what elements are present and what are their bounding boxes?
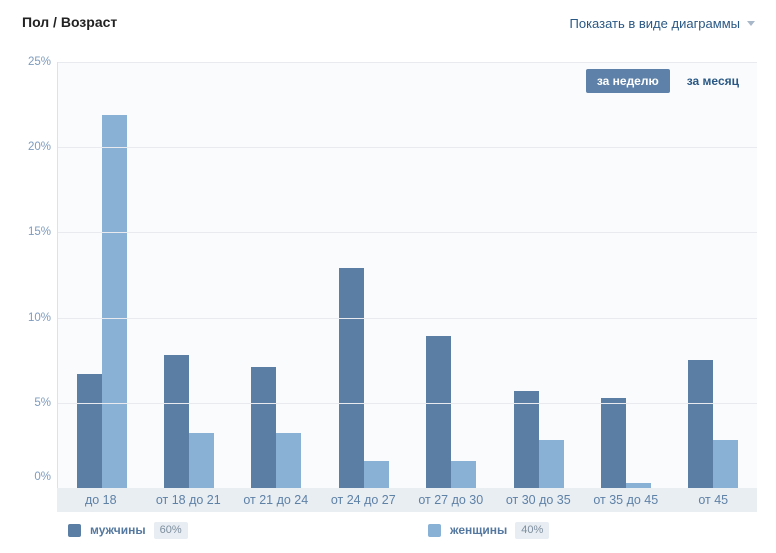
period-tab-month[interactable]: за месяц — [686, 74, 739, 88]
bar-group — [145, 62, 232, 488]
bar-male — [251, 367, 277, 488]
bars-row — [58, 62, 757, 488]
page-title: Пол / Возраст — [22, 14, 118, 30]
legend-label: мужчины — [90, 523, 146, 537]
y-tick-label: 15% — [27, 226, 51, 239]
bar-female — [625, 482, 651, 488]
category-label: от 27 до 30 — [418, 493, 484, 507]
gridline — [58, 317, 757, 319]
category-label: от 30 до 35 — [505, 493, 571, 507]
bar-male — [600, 397, 626, 488]
bar-group — [582, 62, 669, 488]
legend-label: женщины — [450, 523, 508, 537]
legend-item-female: женщины 40% — [428, 521, 550, 539]
bar-female — [363, 460, 389, 488]
gridline — [58, 62, 757, 63]
x-axis-strip: до 18 от 18 до 21 от 21 до 24 от 24 до 27 от… — [57, 488, 757, 512]
period-tab-week[interactable]: за неделю — [585, 69, 670, 93]
y-tick-label: 25% — [27, 56, 51, 68]
bar-group — [320, 62, 407, 488]
legend-swatch — [428, 523, 441, 537]
legend-swatch — [68, 523, 81, 537]
plot-area: за неделю за месяц — [57, 62, 757, 488]
category-label: от 45 — [698, 493, 729, 507]
gridline — [58, 147, 757, 149]
legend-item-male: мужчины 60% — [68, 521, 188, 539]
chart-view-dropdown[interactable]: Показать в виде диаграммы — [569, 16, 755, 31]
bar-female — [276, 433, 302, 488]
category-label: до 18 — [84, 493, 117, 507]
bar-group — [408, 62, 495, 488]
bar-female — [451, 460, 477, 488]
category-label: от 21 до 24 — [243, 493, 309, 507]
bar-female — [713, 440, 739, 488]
bar-group — [58, 62, 145, 488]
bar-group — [495, 62, 582, 488]
bar-female — [538, 440, 564, 488]
bar-group — [233, 62, 320, 488]
bar-male — [513, 390, 539, 488]
y-tick-label: 5% — [34, 396, 51, 409]
card-header: Пол / Возраст Показать в виде диаграммы — [0, 0, 776, 48]
bar-group — [670, 62, 757, 488]
legend-share-badge: 40% — [515, 521, 550, 539]
category-label: от 35 до 45 — [593, 493, 659, 507]
y-tick-label: 0% — [34, 471, 51, 483]
category-label: от 18 до 21 — [155, 493, 221, 507]
legend-share-badge: 60% — [153, 521, 188, 539]
category-label: от 24 до 27 — [330, 493, 396, 507]
chevron-down-icon — [747, 21, 755, 26]
bar-female — [101, 114, 127, 488]
gridline — [58, 402, 757, 404]
bar-male — [164, 355, 190, 488]
bar-female — [189, 433, 215, 488]
gridline — [58, 232, 757, 234]
bar-male — [338, 268, 364, 488]
bar-male — [688, 360, 714, 488]
period-tabs: за неделю за месяц — [585, 69, 739, 93]
y-tick-label: 20% — [27, 141, 51, 154]
chart-view-dropdown-label: Показать в виде диаграммы — [569, 16, 741, 31]
y-tick-label: 10% — [27, 311, 51, 324]
bar-male — [426, 336, 452, 488]
bar-male — [76, 373, 102, 488]
